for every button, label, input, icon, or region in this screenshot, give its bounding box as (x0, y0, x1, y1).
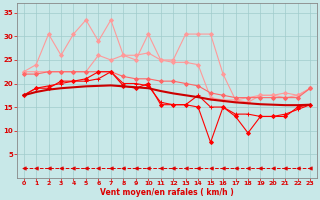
X-axis label: Vent moyen/en rafales ( km/h ): Vent moyen/en rafales ( km/h ) (100, 188, 234, 197)
